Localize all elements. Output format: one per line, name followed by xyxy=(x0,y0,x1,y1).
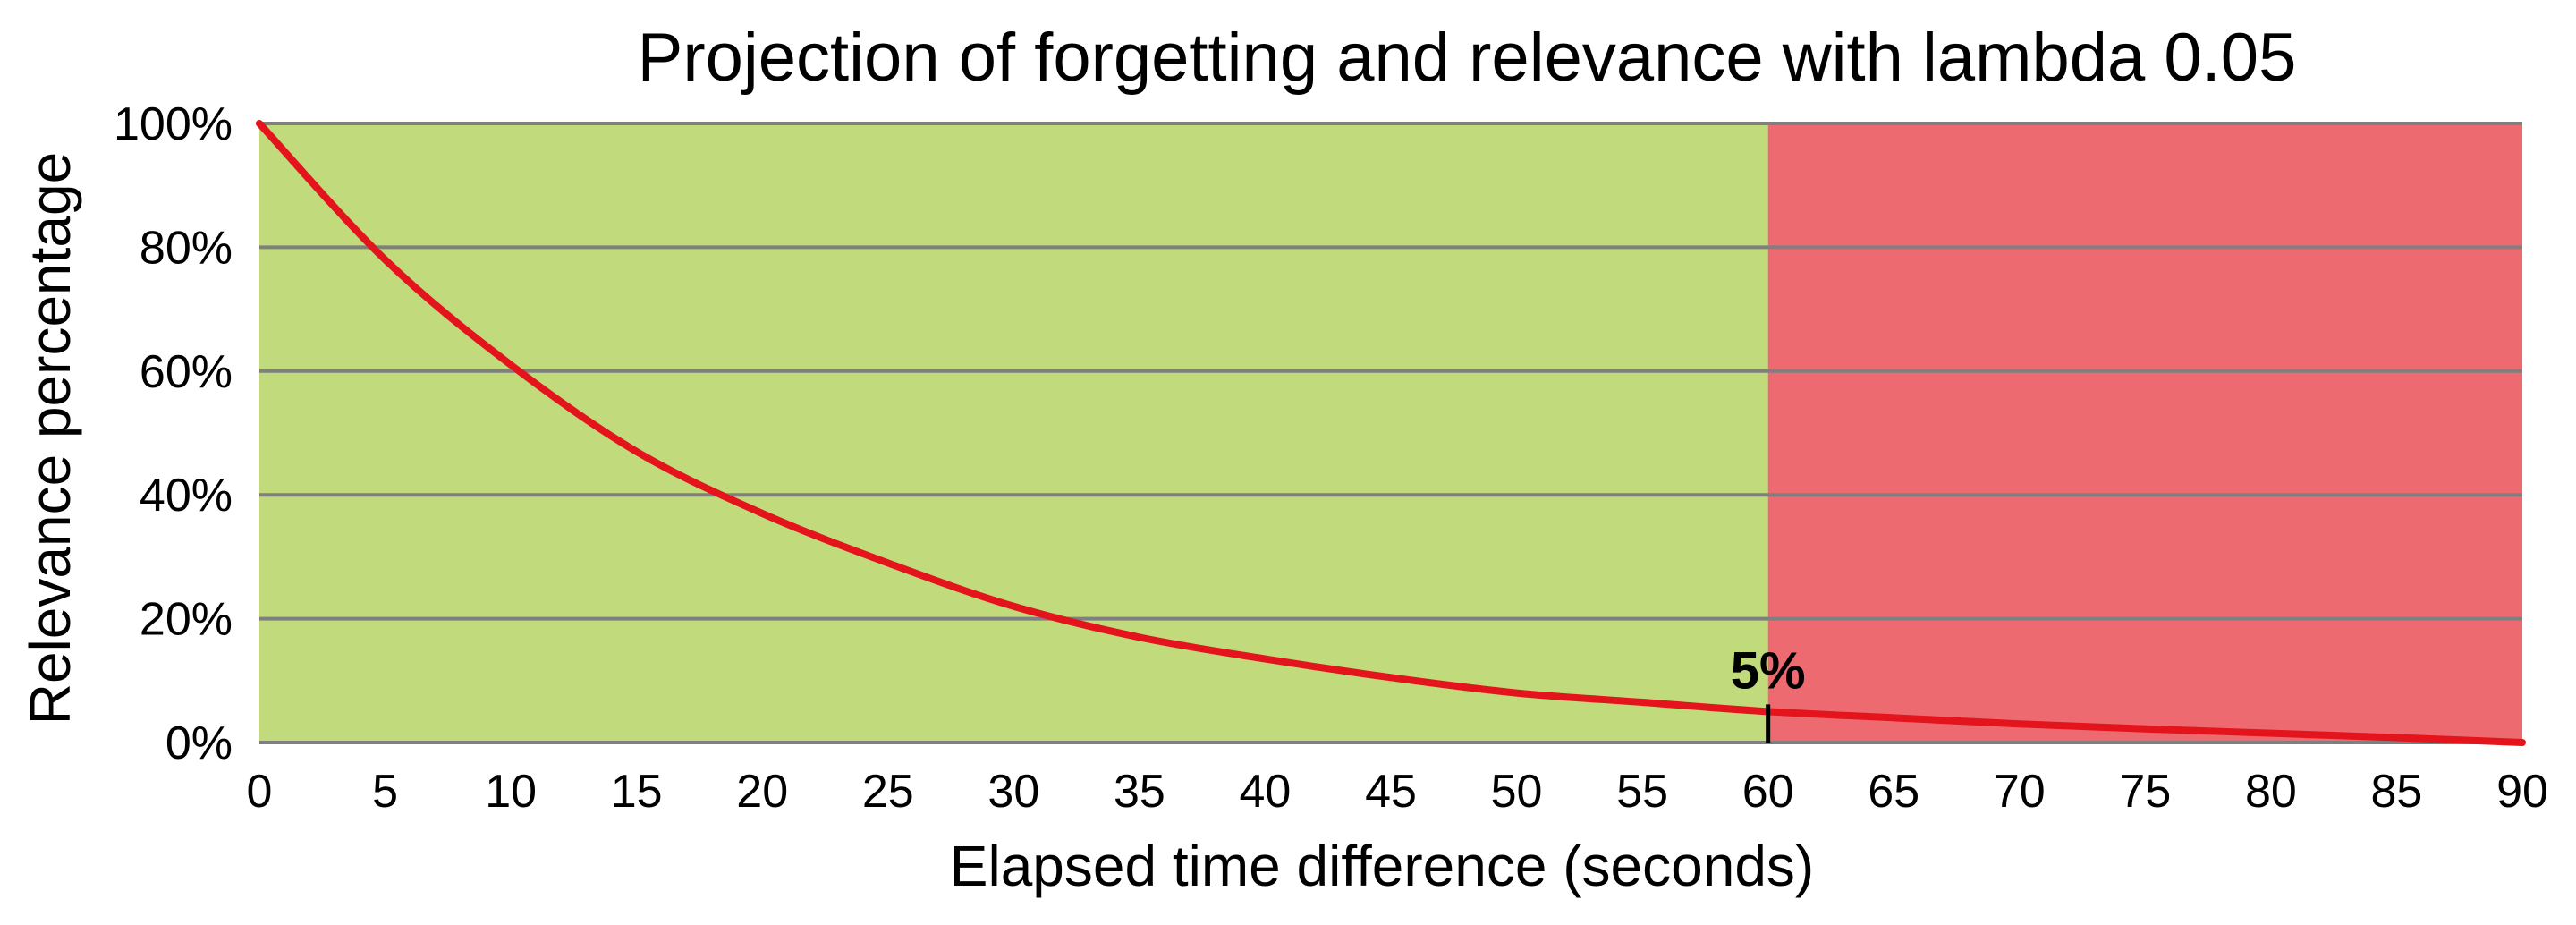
x-tick-label: 80 xyxy=(2245,766,2297,818)
x-tick-label: 40 xyxy=(1240,766,1292,818)
x-tick-label: 30 xyxy=(987,766,1039,818)
region-0 xyxy=(259,123,1768,743)
y-tick-label: 0% xyxy=(165,717,233,769)
x-tick-label: 45 xyxy=(1365,766,1417,818)
x-tick-label: 90 xyxy=(2496,766,2548,818)
region-backgrounds xyxy=(259,123,2522,743)
annotation-label: 5% xyxy=(1731,641,1806,700)
x-axis-ticks: 0 5 10 15 20 25 30 35 40 45 50 55 60 65 70 75 80 85 90 xyxy=(247,766,2548,818)
x-tick-label: 15 xyxy=(611,766,663,818)
x-tick-label: 60 xyxy=(1742,766,1794,818)
y-tick-label: 100% xyxy=(114,98,233,150)
y-tick-label: 40% xyxy=(140,470,233,522)
x-tick-label: 65 xyxy=(1868,766,1919,818)
x-axis-label: Elapsed time difference (seconds) xyxy=(950,834,1814,898)
y-tick-label: 80% xyxy=(140,222,233,274)
x-tick-label: 55 xyxy=(1616,766,1668,818)
x-tick-label: 70 xyxy=(1994,766,2046,818)
chart-title: Projection of forgetting and relevance w… xyxy=(638,20,2297,96)
x-tick-label: 75 xyxy=(2119,766,2171,818)
x-tick-label: 20 xyxy=(736,766,788,818)
region-1 xyxy=(1767,123,2522,743)
series-layer xyxy=(256,120,2526,746)
x-tick-label: 50 xyxy=(1491,766,1543,818)
x-tick-label: 35 xyxy=(1114,766,1165,818)
x-tick-label: 85 xyxy=(2371,766,2423,818)
horizontal-gridlines xyxy=(259,122,2522,744)
x-tick-label: 10 xyxy=(485,766,537,818)
y-tick-label: 60% xyxy=(140,346,233,398)
series-line-0 xyxy=(256,120,2526,746)
y-axis-label: Relevance percentage xyxy=(18,152,82,725)
x-tick-label: 0 xyxy=(247,766,273,818)
annotation-layer: 5% xyxy=(1731,641,1806,743)
x-tick-label: 25 xyxy=(862,766,914,818)
y-tick-label: 20% xyxy=(140,594,233,646)
x-tick-label: 5 xyxy=(372,766,398,818)
y-axis-ticks: 0% 20% 40% 60% 80% 100% xyxy=(114,98,233,769)
